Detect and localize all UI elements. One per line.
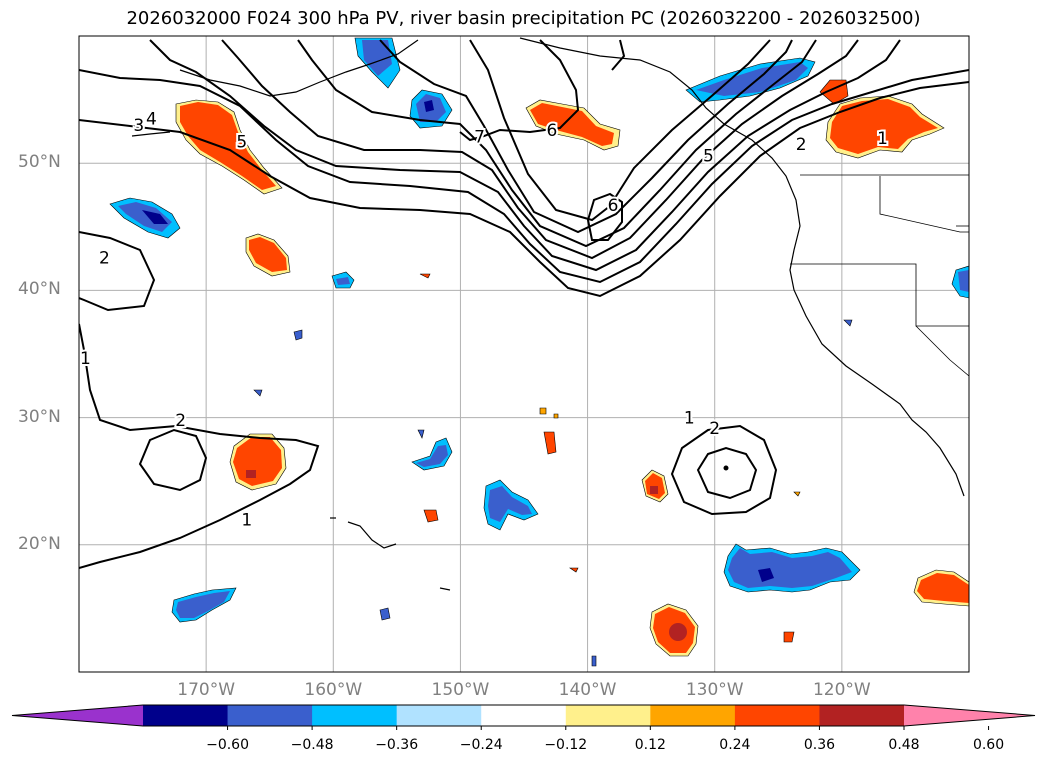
colorbar-segment <box>143 705 229 726</box>
positive-precip-areas <box>175 79 969 657</box>
lon-tick-label: 140°W <box>558 680 617 700</box>
contour-label: 3 <box>133 116 144 136</box>
contour-label: 6 <box>547 121 558 141</box>
colorbar-segment <box>481 705 567 726</box>
colorbar-extend-low <box>12 705 143 726</box>
colorbar-segment <box>734 705 820 726</box>
contour-label: 2 <box>175 411 186 431</box>
contour-label: 1 <box>80 349 91 369</box>
colorbar-tick-label: −0.36 <box>375 737 419 753</box>
colorbar-tick-label: 0.60 <box>972 737 1005 753</box>
lat-tick-label: 50°N <box>18 152 61 173</box>
colorbar-tick-label: 0.12 <box>634 737 666 753</box>
pv-contour-line <box>79 81 969 298</box>
map-title: 2026032000 F024 300 hPa PV, river basin … <box>126 8 921 29</box>
lon-tick-label: 160°W <box>304 680 363 700</box>
lon-tick-label: 150°W <box>431 680 490 700</box>
lat-tick-label: 40°N <box>18 279 61 300</box>
colorbar-tick-label: 0.36 <box>803 737 836 753</box>
colorbar-segment <box>565 705 651 726</box>
colorbar-segment <box>396 705 482 726</box>
contour-label: 1 <box>241 510 252 530</box>
map-gridlines <box>79 36 969 672</box>
colorbar-extend-high <box>904 705 1035 726</box>
contour-label: 2 <box>796 135 807 155</box>
lon-tick-label: 170°W <box>177 680 236 700</box>
colorbar-tick-label: −0.48 <box>290 737 334 753</box>
contour-label: 7 <box>474 127 485 147</box>
lat-tick-label: 30°N <box>18 406 61 427</box>
colorbar <box>11 704 1036 730</box>
coastlines <box>131 37 965 591</box>
lon-tick-label: 130°W <box>685 680 744 700</box>
lon-tick-label: 120°W <box>812 680 871 700</box>
contour-label: 4 <box>146 110 157 130</box>
lat-tick-label: 20°N <box>18 533 61 554</box>
colorbar-tick-label: −0.24 <box>459 737 503 753</box>
colorbar-outline <box>11 704 1036 727</box>
contour-label: 5 <box>703 147 714 167</box>
colorbar-tick-label: 0.48 <box>888 737 920 753</box>
map-frame <box>78 35 970 673</box>
colorbar-segment <box>312 705 398 726</box>
colorbar-segment <box>650 705 736 726</box>
colorbar-tick-label: 0.24 <box>719 737 751 753</box>
contour-label: 2 <box>99 248 110 268</box>
colorbar-segment <box>227 705 313 726</box>
contour-label: 1 <box>877 129 888 149</box>
pv-contours <box>79 39 969 569</box>
contour-label: 6 <box>608 196 619 216</box>
colorbar-tick-label: −0.60 <box>206 737 249 753</box>
colorbar-tick-label: −0.12 <box>544 737 588 753</box>
state-borders <box>790 174 969 377</box>
contour-label: 5 <box>236 133 247 153</box>
colorbar-segment <box>819 705 905 726</box>
contour-label: 2 <box>709 419 720 439</box>
contour-label: 1 <box>684 409 695 429</box>
